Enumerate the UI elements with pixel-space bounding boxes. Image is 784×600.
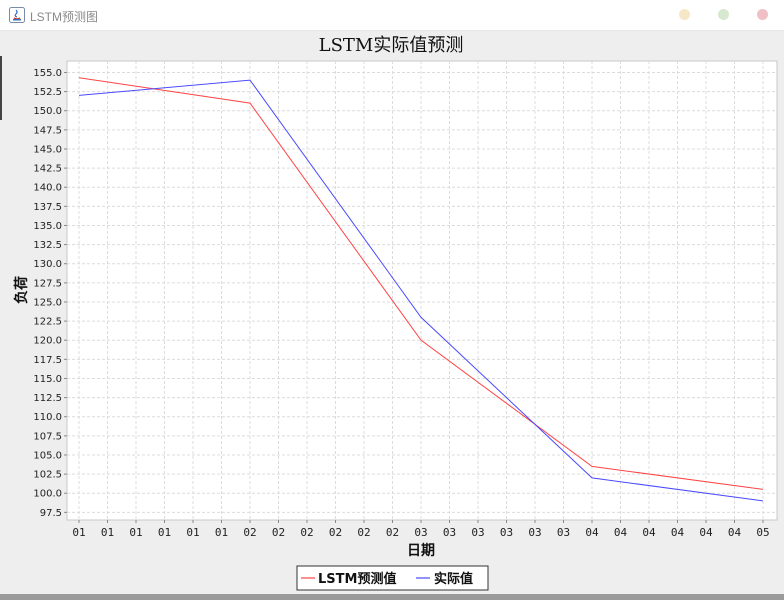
x-tick-label: 04 — [728, 526, 742, 539]
window-bottom-edge — [0, 594, 784, 600]
legend-box — [296, 565, 489, 591]
y-tick-label: 112.5 — [33, 393, 62, 404]
x-tick-label: 05 — [756, 526, 769, 539]
y-axis-ticks: 97.5 100.0 102.5 105.0 107.5 110.0 112.5 115.0 1… — [33, 68, 67, 519]
y-tick-label: 125.0 — [33, 297, 62, 308]
window-title: LSTM预测图 — [30, 10, 99, 24]
series-lines — [78, 77, 764, 502]
x-tick-label: 04 — [614, 526, 628, 539]
series-line-1 — [78, 79, 764, 502]
y-tick-label: 135.0 — [33, 221, 62, 232]
chart-title: LSTM实际值预测 — [319, 35, 464, 56]
x-tick-label: 01 — [101, 526, 114, 539]
x-tick-label: 03 — [557, 526, 570, 539]
plot-area — [66, 60, 778, 521]
x-tick-label: 03 — [443, 526, 456, 539]
x-tick-label: 04 — [585, 526, 599, 539]
x-tick-label: 02 — [329, 526, 342, 539]
x-tick-label: 01 — [215, 526, 228, 539]
y-tick-label: 132.5 — [33, 240, 62, 251]
x-tick-label: 03 — [528, 526, 541, 539]
legend: LSTM预测值 实际值 — [296, 565, 489, 591]
y-tick-label: 152.5 — [33, 87, 62, 98]
close-button[interactable] — [757, 9, 768, 20]
y-tick-label: 117.5 — [33, 355, 62, 366]
legend-label-predicted: LSTM预测值 — [318, 571, 396, 587]
x-tick-label: 04 — [671, 526, 685, 539]
y-tick-label: 145.0 — [33, 144, 62, 155]
y-tick-label: 142.5 — [33, 164, 62, 175]
java-app-icon — [9, 7, 25, 23]
y-tick-label: 120.0 — [33, 336, 62, 347]
y-tick-label: 115.0 — [33, 374, 62, 385]
x-axis-ticks: 01 01 01 01 01 01 02 02 02 02 02 02 03 03 03 03 03 03 04 04… — [72, 520, 770, 539]
x-axis-label: 日期 — [407, 543, 435, 559]
x-tick-label: 02 — [357, 526, 370, 539]
y-tick-label: 127.5 — [33, 278, 62, 289]
window-edge-marker — [0, 56, 2, 120]
y-tick-label: 97.5 — [40, 508, 62, 519]
minimize-button[interactable] — [679, 9, 690, 20]
x-tick-label: 03 — [500, 526, 513, 539]
grid-lines — [67, 61, 777, 520]
legend-label-actual: 实际值 — [434, 571, 473, 587]
x-tick-label: 01 — [158, 526, 171, 539]
x-tick-label: 03 — [471, 526, 484, 539]
y-tick-label: 130.0 — [33, 259, 62, 270]
series-line-0 — [78, 77, 764, 490]
y-tick-label: 150.0 — [33, 106, 62, 117]
x-tick-label: 02 — [272, 526, 285, 539]
x-tick-label: 04 — [699, 526, 713, 539]
x-tick-label: 03 — [414, 526, 427, 539]
y-tick-label: 155.0 — [33, 68, 62, 79]
y-tick-label: 107.5 — [33, 431, 62, 442]
maximize-button[interactable] — [718, 9, 729, 20]
y-tick-label: 140.0 — [33, 183, 62, 194]
y-tick-label: 110.0 — [33, 412, 62, 423]
y-axis-label: 负荷 — [13, 276, 30, 304]
x-tick-label: 02 — [243, 526, 256, 539]
x-tick-label: 01 — [72, 526, 85, 539]
x-tick-label: 04 — [642, 526, 656, 539]
y-tick-label: 137.5 — [33, 202, 62, 213]
y-tick-label: 147.5 — [33, 125, 62, 136]
y-tick-label: 102.5 — [33, 470, 62, 481]
x-tick-label: 02 — [300, 526, 313, 539]
y-tick-label: 105.0 — [33, 450, 62, 461]
title-bar: LSTM预测图 — [0, 0, 784, 31]
x-tick-label: 01 — [129, 526, 142, 539]
y-tick-label: 122.5 — [33, 317, 62, 328]
y-tick-label: 100.0 — [33, 489, 62, 500]
x-tick-label: 02 — [386, 526, 399, 539]
x-tick-label: 01 — [186, 526, 199, 539]
